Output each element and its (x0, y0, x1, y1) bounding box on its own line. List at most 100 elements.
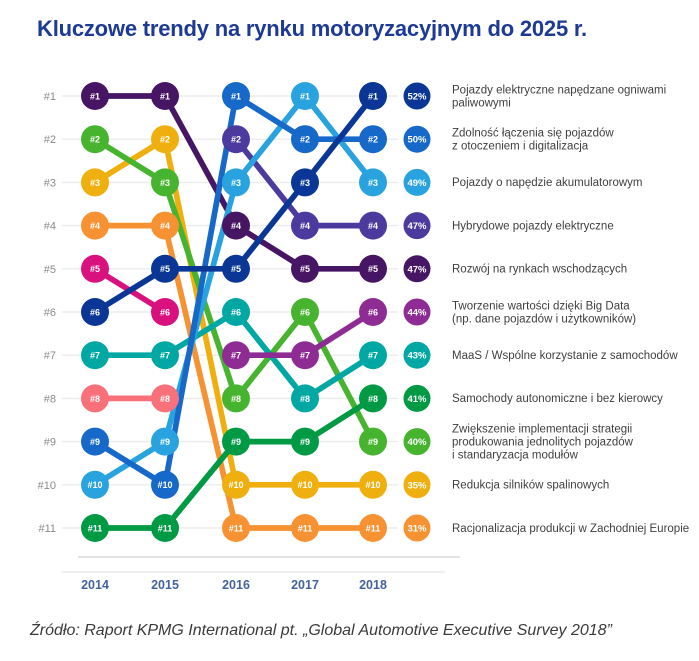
rank-node-label: #4 (368, 221, 378, 231)
rank-node-label: #7 (160, 351, 170, 361)
rank-node-label: #8 (368, 394, 378, 404)
rank-axis-label: #5 (44, 264, 56, 276)
rank-node-label: #5 (90, 264, 100, 274)
rank-node-label: #8 (160, 394, 170, 404)
rank-node (291, 341, 319, 370)
rank-node-label: #6 (231, 307, 241, 317)
rank-node (222, 211, 250, 240)
rank-node-label: #2 (368, 135, 378, 145)
rank-node-label: #3 (160, 178, 170, 188)
rank-node-label: #3 (231, 178, 241, 188)
rank-node (151, 82, 179, 110)
rank-node-label: #10 (297, 480, 312, 490)
percent-badge-label: 47% (407, 264, 427, 275)
rank-node-label: #7 (231, 351, 241, 361)
rank-axis-label: #11 (38, 523, 56, 535)
rank-node-label: #9 (368, 437, 378, 447)
rank-node-label: #1 (300, 91, 310, 101)
rank-node (151, 254, 179, 283)
legend-label-line: Tworzenie wartości dzięki Big Data (452, 300, 630, 312)
rank-node (151, 384, 179, 413)
rank-node (359, 82, 387, 110)
rank-node-label: #11 (229, 523, 244, 533)
rank-node (359, 470, 387, 499)
rank-node-label: #9 (231, 437, 241, 447)
rank-node-label: #3 (90, 178, 100, 188)
rank-node-label: #6 (90, 307, 100, 317)
rank-node (81, 125, 109, 154)
rank-node (291, 211, 319, 240)
rank-axis-label: #7 (44, 350, 56, 362)
rank-axis-label: #1 (44, 91, 56, 103)
rank-node-label: #7 (90, 351, 100, 361)
rank-node (291, 427, 319, 456)
rank-node (222, 82, 250, 110)
rank-node-label: #1 (368, 91, 378, 101)
rank-node (222, 341, 250, 370)
rank-node (151, 514, 179, 542)
rank-axis-label: #3 (44, 177, 56, 189)
source-caption: Źródło: Raport KPMG International pt. „G… (30, 622, 612, 639)
rank-node-label: #4 (300, 221, 310, 231)
percent-badge (403, 298, 431, 326)
year-label: 2016 (222, 578, 250, 592)
legend-label-line: Samochody autonomiczne i bez kierowcy (452, 393, 663, 405)
legend-label-line: Pojazdy elektryczne napędzane ogniwami (452, 84, 666, 96)
rank-node (222, 384, 250, 413)
rank-axis-label: #4 (44, 221, 56, 233)
year-label: 2018 (359, 578, 387, 592)
rank-node-label: #4 (160, 221, 170, 231)
legend-label-line: paliwowymi (452, 97, 511, 109)
rank-node-label: #11 (298, 523, 313, 533)
percent-badge-label: 52% (407, 92, 427, 103)
percent-badge (403, 471, 431, 499)
rank-node (291, 470, 319, 499)
rank-node (151, 211, 179, 240)
trend-line-segment (233, 137, 308, 228)
rank-node-label: #10 (157, 480, 172, 490)
page-title: Kluczowe trendy na rynku motoryzacyjnym … (37, 16, 587, 41)
rank-node (291, 514, 319, 542)
rank-node-label: #11 (158, 523, 173, 533)
rank-node (81, 168, 109, 197)
year-label: 2015 (151, 578, 179, 592)
rank-node (291, 168, 319, 197)
rank-node (151, 298, 179, 326)
rank-node (291, 125, 319, 154)
rank-axis-label: #9 (44, 437, 56, 449)
rank-node (291, 384, 319, 413)
rank-node (359, 168, 387, 197)
legend-label-line: Hybrydowe pojazdy elektryczne (452, 220, 614, 232)
rank-node (151, 470, 179, 499)
percent-badge (403, 514, 431, 542)
percent-badge-label: 49% (407, 178, 427, 189)
trend-line-segment (162, 94, 239, 227)
percent-badge-label: 47% (407, 221, 427, 232)
rank-node (81, 384, 109, 413)
rank-node (151, 341, 179, 370)
rank-node-label: #1 (231, 91, 241, 101)
rank-node (81, 341, 109, 370)
rank-axis-label: #6 (44, 307, 56, 319)
percent-badge-label: 50% (407, 135, 427, 146)
rank-node-label: #2 (90, 135, 100, 145)
rank-node-label: #1 (90, 91, 100, 101)
legend-label-line: Pojazdy o napędzie akumulatorowym (452, 177, 643, 189)
rank-node (222, 125, 250, 154)
percent-badge (403, 341, 431, 369)
percent-badge-label: 40% (407, 437, 427, 448)
rank-node-label: #9 (160, 437, 170, 447)
percent-badge-label: 41% (407, 394, 427, 405)
rank-node-label: #6 (160, 307, 170, 317)
legend-label-line: Zwiększenie implementacji strategii (452, 423, 632, 435)
rank-node (359, 125, 387, 154)
rank-node (151, 125, 179, 154)
percent-badge-label: 35% (407, 480, 427, 491)
legend-label-line: Redukcja silników spalinowych (452, 480, 609, 492)
percent-badge (403, 82, 431, 110)
trend-line-segment (302, 94, 376, 185)
rank-node-label: #2 (300, 135, 310, 145)
rank-axis-label: #2 (44, 134, 56, 146)
